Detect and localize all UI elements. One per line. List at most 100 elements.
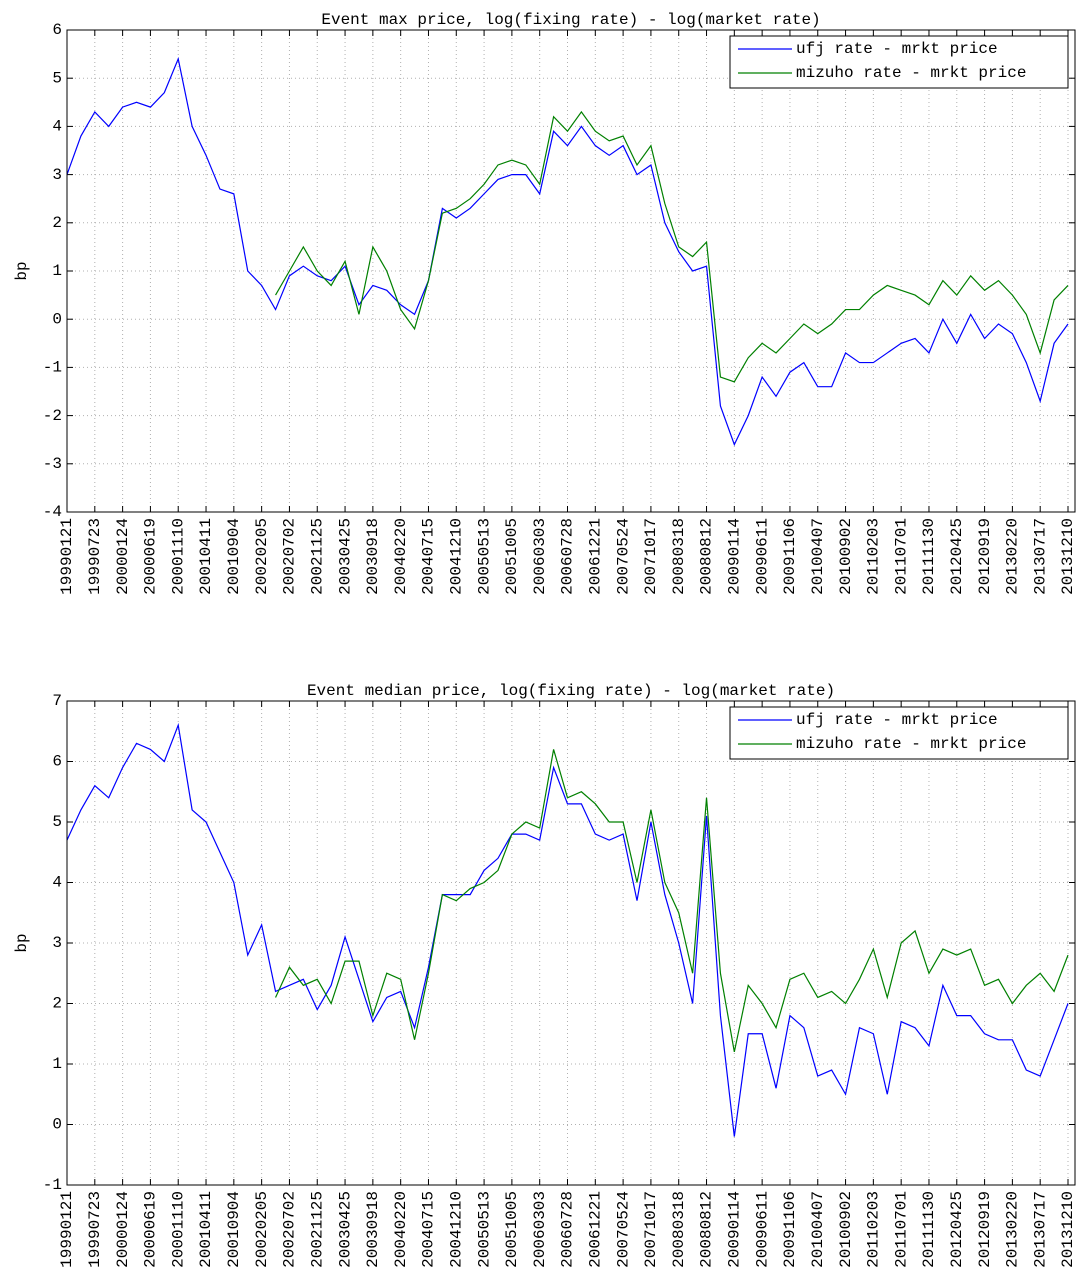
x-tick-label: 20090114 bbox=[726, 1191, 744, 1268]
x-tick-label: 20100902 bbox=[837, 1191, 855, 1268]
y-tick-label: 6 bbox=[52, 21, 62, 39]
x-tick-label: 20120425 bbox=[948, 518, 966, 595]
x-tick-label: 20041210 bbox=[447, 1191, 465, 1268]
x-tick-label: 20131210 bbox=[1059, 1191, 1077, 1268]
x-tick-label: 20020702 bbox=[281, 518, 299, 595]
x-tick-label: 20050513 bbox=[475, 518, 493, 595]
y-tick-label: 4 bbox=[52, 118, 62, 136]
x-tick-label: 20020205 bbox=[253, 518, 271, 595]
legend-box bbox=[729, 35, 1069, 89]
series-line bbox=[66, 56, 1069, 447]
y-tick-label: 2 bbox=[52, 214, 62, 232]
y-tick-label: 6 bbox=[52, 753, 62, 771]
x-tick-label: 20091106 bbox=[781, 518, 799, 595]
x-tick-label: 20030425 bbox=[336, 518, 354, 595]
x-tick-label: 20100407 bbox=[809, 1191, 827, 1268]
x-tick-label: 20030918 bbox=[364, 518, 382, 595]
x-tick-label: 20000124 bbox=[114, 1191, 132, 1268]
x-tick-label: 20130220 bbox=[1004, 518, 1022, 595]
x-tick-label: 20001110 bbox=[169, 518, 187, 595]
series-line bbox=[66, 722, 1069, 1137]
x-tick-label: 19990121 bbox=[58, 518, 76, 595]
x-tick-label: 20120919 bbox=[976, 518, 994, 595]
x-tick-label: 20040715 bbox=[420, 518, 438, 595]
x-tick-label: 20091106 bbox=[781, 1191, 799, 1268]
x-tick-label: 20061221 bbox=[587, 518, 605, 595]
x-tick-label: 20090114 bbox=[726, 518, 744, 595]
legend-label: mizuho rate - mrkt price bbox=[796, 735, 1026, 753]
y-tick-label: 5 bbox=[52, 69, 62, 87]
y-tick-label: 3 bbox=[52, 166, 62, 184]
x-tick-label: 20110701 bbox=[892, 518, 910, 595]
y-tick-label: 3 bbox=[52, 934, 62, 952]
chart-title: Event median price, log(fixing rate) - l… bbox=[307, 682, 835, 700]
legend: ufj rate - mrkt price mizuho rate - mrkt … bbox=[729, 706, 1069, 760]
x-tick-label: 20110203 bbox=[865, 518, 883, 595]
x-tick-label: 20090611 bbox=[753, 1191, 771, 1268]
x-tick-label: 20060728 bbox=[559, 1191, 577, 1268]
x-tick-label: 20060303 bbox=[531, 1191, 549, 1268]
legend-box bbox=[729, 706, 1069, 760]
x-tick-label: 20000124 bbox=[114, 518, 132, 595]
x-tick-label: 20111130 bbox=[920, 1191, 938, 1268]
y-tick-label: 5 bbox=[52, 813, 62, 831]
x-tick-label: 20040715 bbox=[420, 1191, 438, 1268]
y-tick-label: 1 bbox=[52, 262, 62, 280]
x-tick-label: 20110701 bbox=[892, 1191, 910, 1268]
legend-label: ufj rate - mrkt price bbox=[796, 711, 998, 729]
y-tick-label: 1 bbox=[52, 1055, 62, 1073]
x-tick-label: 20131210 bbox=[1059, 518, 1077, 595]
x-tick-label: 20110203 bbox=[865, 1191, 883, 1268]
x-tick-label: 20020205 bbox=[253, 1191, 271, 1268]
x-tick-label: 20100407 bbox=[809, 518, 827, 595]
x-tick-label: 20040220 bbox=[392, 518, 410, 595]
legend-label: ufj rate - mrkt price bbox=[796, 40, 998, 58]
x-tick-label: 20040220 bbox=[392, 1191, 410, 1268]
x-tick-label: 20010411 bbox=[197, 518, 215, 595]
x-tick-label: 20130220 bbox=[1004, 1191, 1022, 1268]
y-tick-label: 0 bbox=[52, 310, 62, 328]
y-tick-label: -4 bbox=[43, 503, 62, 521]
x-tick-label: 20080812 bbox=[698, 518, 716, 595]
series-line bbox=[274, 749, 1069, 1053]
x-tick-label: 19990723 bbox=[86, 1191, 104, 1268]
x-tick-label: 20000619 bbox=[142, 518, 160, 595]
x-tick-label: 20051005 bbox=[503, 518, 521, 595]
x-tick-label: 20061221 bbox=[587, 1191, 605, 1268]
x-tick-label: 20050513 bbox=[475, 1191, 493, 1268]
y-tick-label: 7 bbox=[52, 692, 62, 710]
y-tick-label: -1 bbox=[43, 359, 62, 377]
x-tick-label: 20130717 bbox=[1031, 518, 1049, 595]
x-tick-label: 20080812 bbox=[698, 1191, 716, 1268]
x-tick-label: 20000619 bbox=[142, 1191, 160, 1268]
x-tick-label: 19990723 bbox=[86, 518, 104, 595]
y-tick-label: -2 bbox=[43, 407, 62, 425]
legend-label: mizuho rate - mrkt price bbox=[796, 64, 1026, 82]
x-tick-label: 20010904 bbox=[225, 518, 243, 595]
y-tick-label: 0 bbox=[52, 1116, 62, 1134]
y-axis-label: bp bbox=[13, 933, 31, 952]
y-tick-label: 2 bbox=[52, 995, 62, 1013]
x-tick-label: 20090611 bbox=[753, 518, 771, 595]
legend: ufj rate - mrkt price mizuho rate - mrkt … bbox=[729, 35, 1069, 89]
x-tick-label: 20071017 bbox=[642, 518, 660, 595]
series-line bbox=[275, 110, 1069, 383]
y-tick-label: -1 bbox=[43, 1176, 62, 1194]
x-tick-label: 20041210 bbox=[447, 518, 465, 595]
x-tick-label: 20060728 bbox=[559, 518, 577, 595]
x-tick-label: 20030425 bbox=[336, 1191, 354, 1268]
plot-frame bbox=[66, 700, 1076, 1186]
x-tick-label: 20001110 bbox=[169, 1191, 187, 1268]
x-tick-label: 20111130 bbox=[920, 518, 938, 595]
x-tick-label: 20100902 bbox=[837, 518, 855, 595]
x-tick-label: 20020702 bbox=[281, 1191, 299, 1268]
x-tick-label: 20010904 bbox=[225, 1191, 243, 1268]
x-tick-label: 20080318 bbox=[670, 1191, 688, 1268]
chart-title: Event max price, log(fixing rate) - log(… bbox=[321, 11, 820, 29]
x-tick-label: 20030918 bbox=[364, 1191, 382, 1268]
x-tick-label: 20130717 bbox=[1031, 1191, 1049, 1268]
x-tick-label: 20070524 bbox=[614, 518, 632, 595]
x-tick-label: 20021125 bbox=[308, 1191, 326, 1268]
x-tick-label: 20021125 bbox=[308, 518, 326, 595]
